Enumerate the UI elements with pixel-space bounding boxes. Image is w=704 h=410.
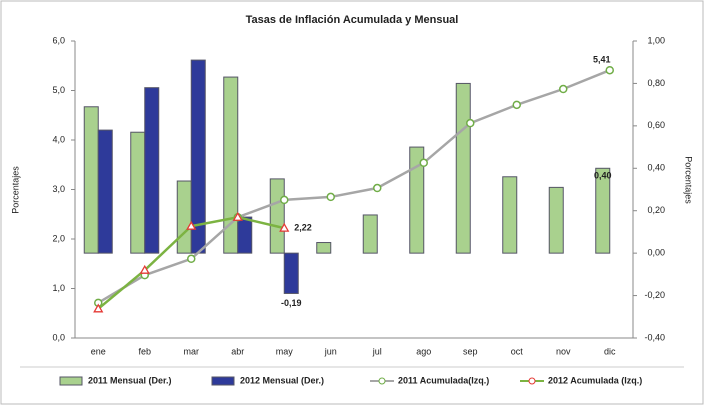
marker — [559, 84, 568, 94]
y2-tick-label: 0,80 — [647, 78, 665, 88]
x-tick-label: jun — [324, 346, 337, 356]
legend-marker — [378, 377, 386, 385]
bar — [316, 242, 332, 254]
y2-tick-label: 0,40 — [647, 163, 665, 173]
legend-swatch — [59, 376, 83, 386]
marker — [93, 303, 104, 313]
y-tick-label: 5,0 — [52, 85, 65, 95]
legend-label: 2011 Acumulada(Izq.) — [398, 375, 489, 385]
y2-tick-label: 0,00 — [647, 248, 665, 258]
bar — [595, 167, 611, 254]
y2-tick-label: 0,60 — [647, 120, 665, 130]
line — [97, 69, 611, 304]
bar — [502, 176, 518, 254]
marker — [280, 195, 289, 205]
value-label: 0,40 — [594, 171, 612, 181]
y-tick-label: 4,0 — [52, 134, 65, 144]
marker — [279, 222, 290, 232]
bar — [223, 76, 239, 254]
bar — [237, 216, 253, 254]
x-tick-label: oct — [511, 346, 524, 356]
y2-tick-label: -0,40 — [644, 332, 665, 342]
y-tick-label: 6,0 — [52, 35, 65, 45]
y2-tick-label: 0,20 — [647, 205, 665, 215]
marker — [326, 192, 335, 202]
bar — [144, 87, 160, 254]
bar — [83, 106, 99, 254]
legend-label: 2012 Acumulada (Izq.) — [548, 375, 642, 385]
marker — [605, 65, 614, 75]
bar — [455, 82, 471, 254]
y2-tick-label: 1,00 — [647, 35, 665, 45]
x-tick-label: sep — [463, 346, 478, 356]
x-tick-label: jul — [372, 346, 382, 356]
marker — [232, 211, 243, 221]
bar — [97, 129, 113, 254]
y-tick-label: 0,0 — [52, 332, 65, 342]
bar — [176, 180, 192, 254]
legend-label: 2011 Mensual (Der.) — [88, 375, 172, 385]
marker — [187, 254, 196, 264]
chart-title: Tasas de Inflación Acumulada y Mensual — [246, 14, 459, 26]
y-tick-label: 3,0 — [52, 184, 65, 194]
legend-label: 2012 Mensual (Der.) — [240, 375, 324, 385]
bar — [548, 186, 564, 254]
y-axis-label: Porcentajes — [10, 166, 20, 214]
y-tick-label: 2,0 — [52, 233, 65, 243]
bar — [409, 146, 425, 254]
marker — [373, 183, 382, 193]
value-label: 2,22 — [294, 222, 312, 232]
x-tick-label: feb — [138, 346, 151, 356]
marker — [186, 220, 197, 230]
bar — [130, 131, 146, 254]
marker — [466, 118, 475, 128]
y-tick-label: 1,0 — [52, 283, 65, 293]
x-tick-label: nov — [556, 346, 571, 356]
value-label: -0,19 — [281, 298, 302, 308]
marker — [512, 100, 521, 110]
bar — [269, 178, 285, 254]
x-tick-label: dic — [604, 346, 616, 356]
bar — [362, 214, 378, 254]
x-tick-label: ene — [91, 346, 106, 356]
value-label: 5,41 — [593, 55, 611, 65]
marker — [419, 158, 428, 168]
y2-axis-label: Porcentajes — [684, 156, 694, 204]
marker — [139, 264, 150, 274]
x-tick-label: mar — [184, 346, 200, 356]
x-tick-label: may — [276, 346, 294, 356]
x-tick-label: ago — [416, 346, 431, 356]
bar — [283, 252, 299, 294]
y2-tick-label: -0,20 — [644, 290, 665, 300]
legend-marker — [528, 377, 536, 385]
x-tick-label: abr — [231, 346, 244, 356]
legend-swatch — [211, 376, 235, 386]
